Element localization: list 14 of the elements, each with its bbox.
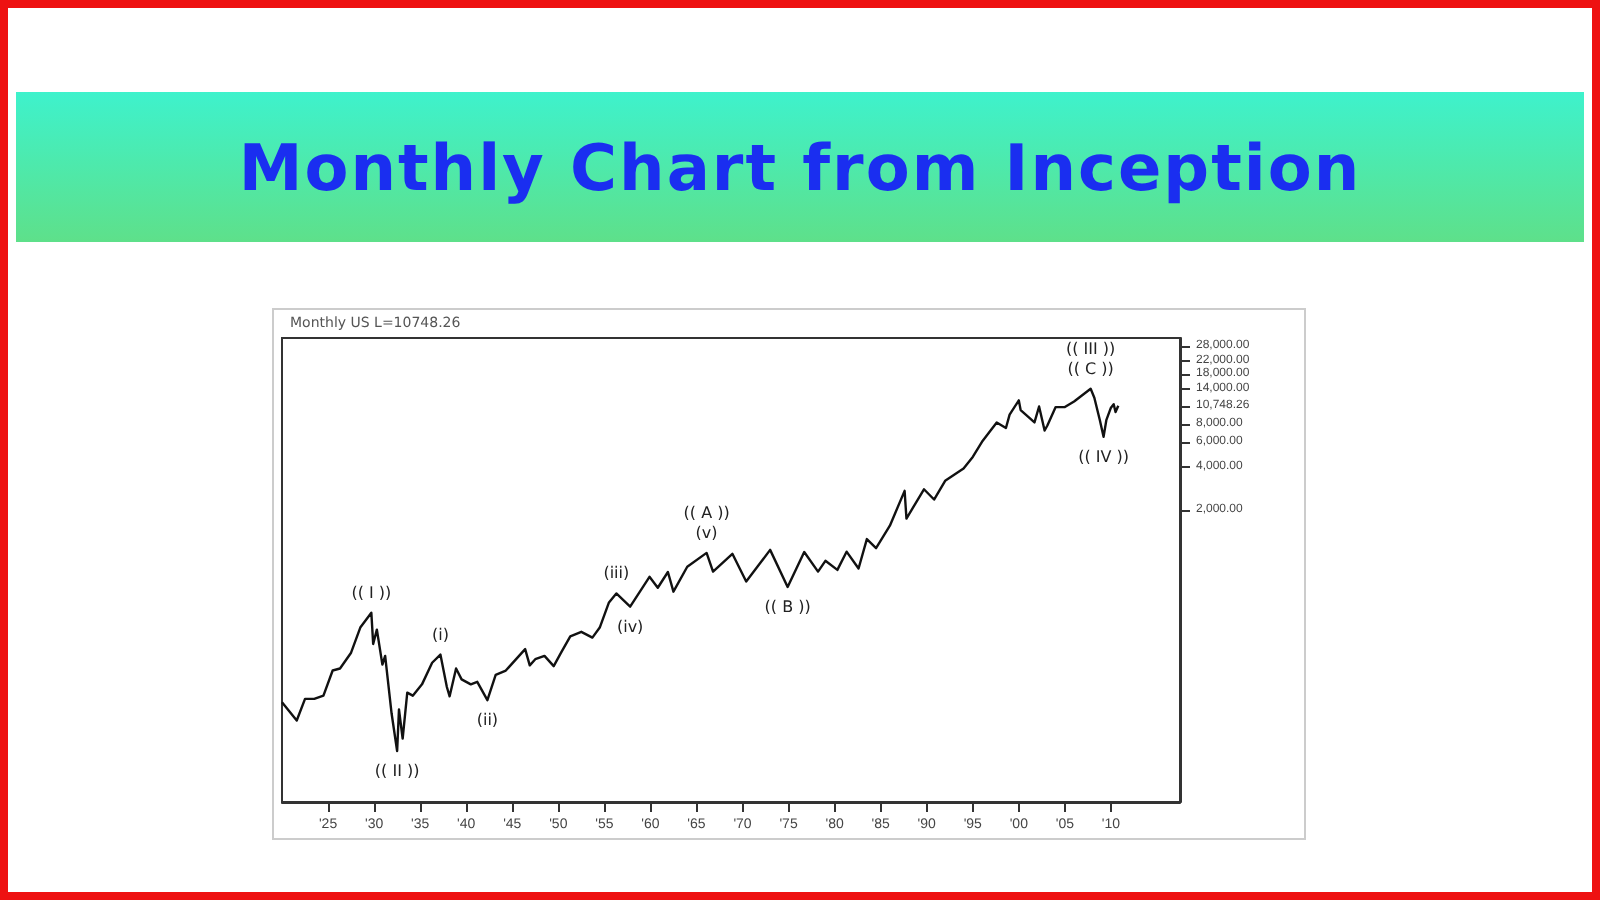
annotation: (v): [695, 523, 718, 542]
annotation: (iii): [603, 564, 630, 583]
annotation: (( B )): [764, 598, 811, 616]
annotation: (i): [431, 625, 449, 644]
annotation: (( I )): [351, 583, 392, 602]
line-series: [280, 387, 1120, 753]
annotation: (( A )): [683, 503, 730, 522]
annotation: (( II )): [374, 761, 420, 780]
annotation: (( C )): [1067, 359, 1114, 378]
chart-title: Monthly Chart from Inception: [238, 129, 1362, 205]
annotation: (( IV )): [1078, 447, 1129, 466]
annotation: (iv): [616, 617, 644, 636]
annotation: (ii): [476, 711, 499, 730]
annotation: (( III )): [1066, 339, 1116, 358]
